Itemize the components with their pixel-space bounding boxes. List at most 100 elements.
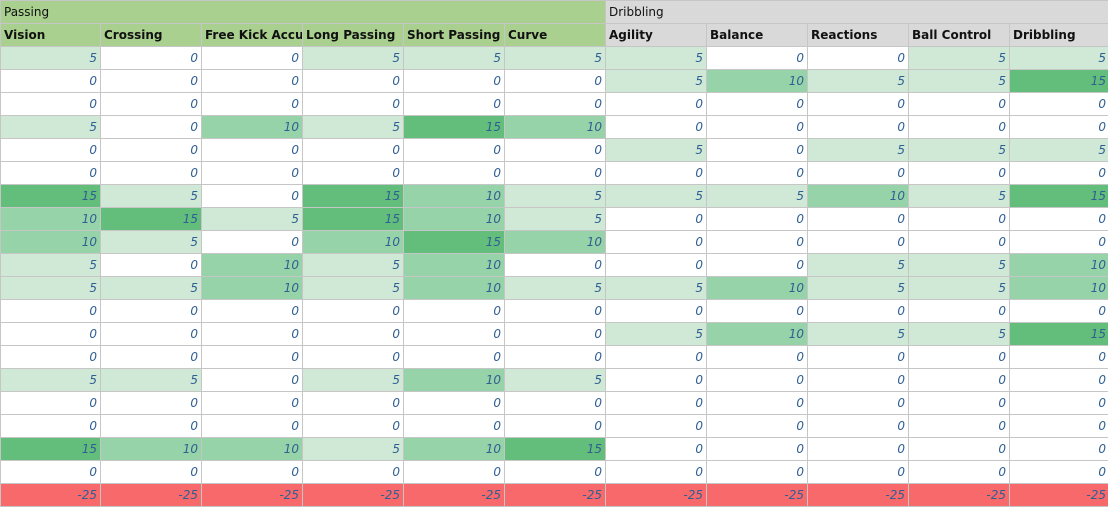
table-cell[interactable]: 0	[605, 437, 707, 461]
table-cell[interactable]: 0	[100, 253, 202, 277]
table-cell[interactable]: 5	[302, 276, 404, 300]
table-cell[interactable]: 0	[706, 161, 808, 185]
table-cell[interactable]: 0	[403, 299, 505, 323]
table-cell[interactable]: 0	[100, 138, 202, 162]
table-cell[interactable]: 5	[302, 253, 404, 277]
table-cell[interactable]: 0	[908, 460, 1010, 484]
table-cell[interactable]: 0	[504, 92, 606, 116]
table-cell[interactable]: 10	[504, 230, 606, 254]
table-cell[interactable]: 0	[1009, 207, 1108, 231]
table-cell[interactable]: 0	[201, 161, 303, 185]
table-cell[interactable]: 0	[908, 230, 1010, 254]
table-cell[interactable]: 0	[504, 460, 606, 484]
group-header-dribbling[interactable]: Dribbling	[605, 0, 1108, 24]
table-cell[interactable]: 0	[706, 138, 808, 162]
table-cell[interactable]: 0	[403, 391, 505, 415]
table-cell[interactable]: 5	[201, 207, 303, 231]
column-header-balance[interactable]: Balance	[706, 23, 808, 47]
table-cell[interactable]: 0	[706, 115, 808, 139]
table-cell[interactable]: 0	[0, 69, 101, 93]
table-cell[interactable]: 0	[1009, 368, 1108, 392]
table-cell[interactable]: 10	[706, 69, 808, 93]
table-cell[interactable]: 0	[504, 299, 606, 323]
table-cell[interactable]: 5	[807, 253, 909, 277]
table-cell[interactable]: 10	[403, 437, 505, 461]
table-cell[interactable]: 0	[706, 391, 808, 415]
table-cell[interactable]: 0	[302, 322, 404, 346]
table-cell[interactable]: 0	[807, 345, 909, 369]
table-cell[interactable]: 0	[908, 115, 1010, 139]
table-cell[interactable]: 0	[908, 368, 1010, 392]
table-cell[interactable]: 0	[201, 391, 303, 415]
table-cell[interactable]: 5	[908, 253, 1010, 277]
table-cell[interactable]: 5	[504, 207, 606, 231]
table-cell[interactable]: 0	[706, 253, 808, 277]
table-cell[interactable]: 10	[403, 368, 505, 392]
table-cell[interactable]: 0	[807, 368, 909, 392]
table-cell[interactable]: 0	[302, 138, 404, 162]
penalty-cell[interactable]: -25	[403, 483, 505, 507]
table-cell[interactable]: 0	[706, 368, 808, 392]
table-cell[interactable]: 5	[302, 437, 404, 461]
table-cell[interactable]: 0	[302, 460, 404, 484]
table-cell[interactable]: 0	[201, 184, 303, 208]
table-cell[interactable]: 0	[706, 345, 808, 369]
table-cell[interactable]: 0	[403, 69, 505, 93]
table-cell[interactable]: 0	[100, 460, 202, 484]
table-cell[interactable]: 0	[807, 46, 909, 70]
table-cell[interactable]: 0	[0, 92, 101, 116]
table-cell[interactable]: 15	[302, 207, 404, 231]
table-cell[interactable]: 0	[1009, 115, 1108, 139]
table-cell[interactable]: 0	[100, 414, 202, 438]
column-header-reactions[interactable]: Reactions	[807, 23, 909, 47]
table-cell[interactable]: 5	[100, 368, 202, 392]
table-cell[interactable]: 10	[403, 276, 505, 300]
table-cell[interactable]: 5	[302, 368, 404, 392]
table-cell[interactable]: 10	[807, 184, 909, 208]
table-cell[interactable]: 0	[807, 92, 909, 116]
table-cell[interactable]: 0	[706, 414, 808, 438]
table-cell[interactable]: 0	[201, 299, 303, 323]
table-cell[interactable]: 0	[201, 322, 303, 346]
table-cell[interactable]: 0	[605, 368, 707, 392]
table-cell[interactable]: 5	[504, 276, 606, 300]
table-cell[interactable]: 0	[605, 115, 707, 139]
table-cell[interactable]: 0	[807, 437, 909, 461]
table-cell[interactable]: 0	[605, 345, 707, 369]
penalty-cell[interactable]: -25	[706, 483, 808, 507]
table-cell[interactable]: 5	[605, 69, 707, 93]
table-cell[interactable]: 0	[706, 299, 808, 323]
table-cell[interactable]: 0	[706, 460, 808, 484]
penalty-cell[interactable]: -25	[0, 483, 101, 507]
table-cell[interactable]: 0	[302, 92, 404, 116]
column-header-free-kick-accuracy[interactable]: Free Kick Accuracy	[201, 23, 303, 47]
table-cell[interactable]: 0	[908, 414, 1010, 438]
table-cell[interactable]: 10	[0, 207, 101, 231]
table-cell[interactable]: 5	[0, 276, 101, 300]
table-cell[interactable]: 0	[504, 345, 606, 369]
table-cell[interactable]: 5	[0, 253, 101, 277]
table-cell[interactable]: 0	[605, 92, 707, 116]
table-cell[interactable]: 0	[908, 92, 1010, 116]
penalty-cell[interactable]: -25	[1009, 483, 1108, 507]
table-cell[interactable]: 10	[302, 230, 404, 254]
table-cell[interactable]: 0	[0, 414, 101, 438]
column-header-vision[interactable]: Vision	[0, 23, 101, 47]
table-cell[interactable]: 0	[1009, 460, 1108, 484]
table-cell[interactable]: 0	[1009, 391, 1108, 415]
table-cell[interactable]: 5	[100, 184, 202, 208]
table-cell[interactable]: 0	[201, 92, 303, 116]
table-cell[interactable]: 0	[908, 437, 1010, 461]
table-cell[interactable]: 0	[201, 46, 303, 70]
table-cell[interactable]: 10	[201, 276, 303, 300]
table-cell[interactable]: 0	[201, 345, 303, 369]
table-cell[interactable]: 0	[201, 414, 303, 438]
table-cell[interactable]: 0	[908, 161, 1010, 185]
table-cell[interactable]: 15	[302, 184, 404, 208]
table-cell[interactable]: 15	[0, 184, 101, 208]
table-cell[interactable]: 5	[403, 46, 505, 70]
table-cell[interactable]: 5	[807, 69, 909, 93]
table-cell[interactable]: 0	[302, 161, 404, 185]
table-cell[interactable]: 0	[1009, 230, 1108, 254]
table-cell[interactable]: 10	[706, 322, 808, 346]
